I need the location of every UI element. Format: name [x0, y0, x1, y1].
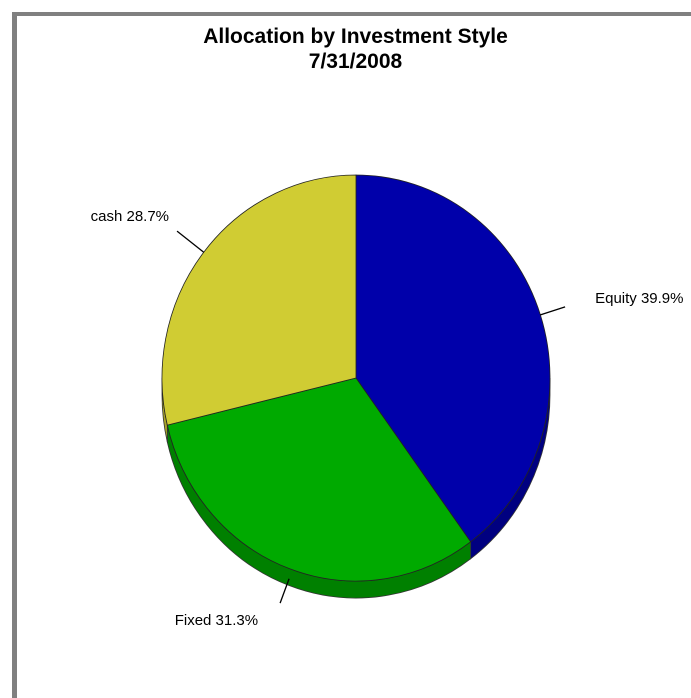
- frame-border-left: [12, 12, 17, 698]
- pie-leader-fixed: [279, 578, 290, 604]
- pie-label-equity: Equity 39.9%: [595, 290, 683, 307]
- pie-leader-cash: [176, 230, 205, 253]
- pie-tops: [161, 174, 551, 582]
- chart-title-block: Allocation by Investment Style 7/31/2008: [20, 24, 691, 74]
- pie-slice-fixed: [166, 377, 472, 582]
- pie-slice-cash: [161, 174, 357, 426]
- pie-labels: Equity 39.9% Fixed 31.3% cash 28.7%: [91, 208, 684, 629]
- pie-label-fixed: Fixed 31.3%: [175, 612, 258, 629]
- pie-leaders: [176, 230, 566, 604]
- pie-slice-equity: [355, 174, 551, 543]
- chart-title: Allocation by Investment Style: [203, 25, 508, 48]
- pie-label-cash: cash 28.7%: [91, 208, 169, 225]
- pie-leader-equity: [540, 306, 566, 316]
- frame-border-top: [12, 12, 691, 16]
- chart-subtitle: 7/31/2008: [308, 50, 403, 73]
